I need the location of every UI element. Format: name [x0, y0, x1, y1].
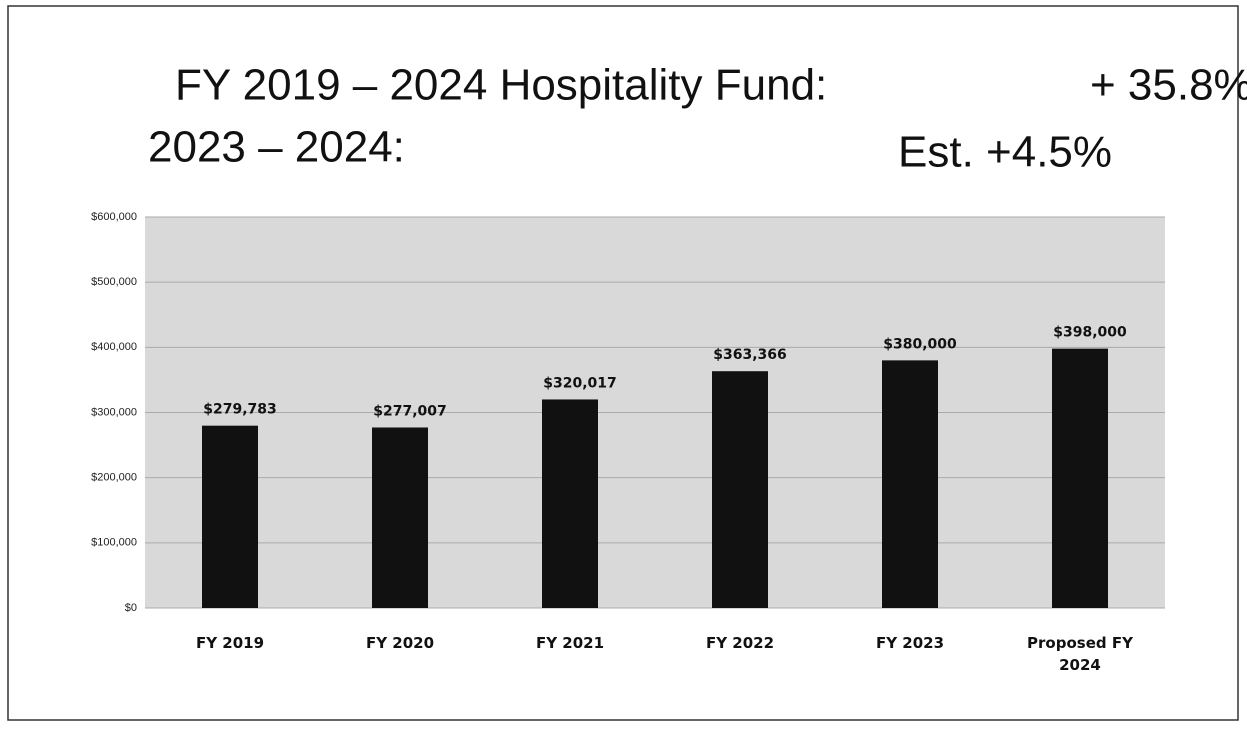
- data-label: $380,000: [883, 336, 957, 352]
- data-label: $279,783: [203, 402, 277, 418]
- x-tick-label: FY 2019: [195, 634, 265, 652]
- bar: [372, 427, 428, 608]
- y-tick-label: $100,000: [91, 537, 137, 549]
- frame: [7, 5, 1239, 721]
- data-label: $398,000: [1053, 325, 1127, 341]
- y-tick-label: $300,000: [91, 406, 137, 418]
- bar: [1052, 348, 1108, 608]
- data-label: $320,017: [543, 375, 617, 391]
- y-tick-label: $600,000: [91, 211, 137, 223]
- y-tick-label: $500,000: [91, 276, 137, 288]
- y-tick-label: $400,000: [91, 341, 137, 353]
- bar: [712, 371, 768, 608]
- bar: [882, 360, 938, 608]
- data-label: $277,007: [373, 403, 447, 419]
- data-label: $363,366: [713, 347, 787, 363]
- chart-title: FY 2019 – 2024 Hospitality Fund:: [175, 61, 827, 110]
- y-tick-label: $200,000: [91, 472, 137, 484]
- y-tick-label: $0: [125, 602, 137, 614]
- annotation: Est. +4.5%: [898, 128, 1112, 177]
- x-tick-label: FY 2023: [875, 634, 945, 652]
- annotation: 2023 – 2024:: [148, 123, 405, 172]
- bar: [542, 399, 598, 608]
- x-tick-label: FY 2020: [365, 634, 435, 652]
- x-tick-label: FY 2022: [705, 634, 775, 652]
- annotation: + 35.8%: [1090, 61, 1247, 110]
- x-tick-label: Proposed FY 2024: [1027, 634, 1133, 674]
- x-tick-label: FY 2021: [535, 634, 605, 652]
- bar: [202, 425, 258, 608]
